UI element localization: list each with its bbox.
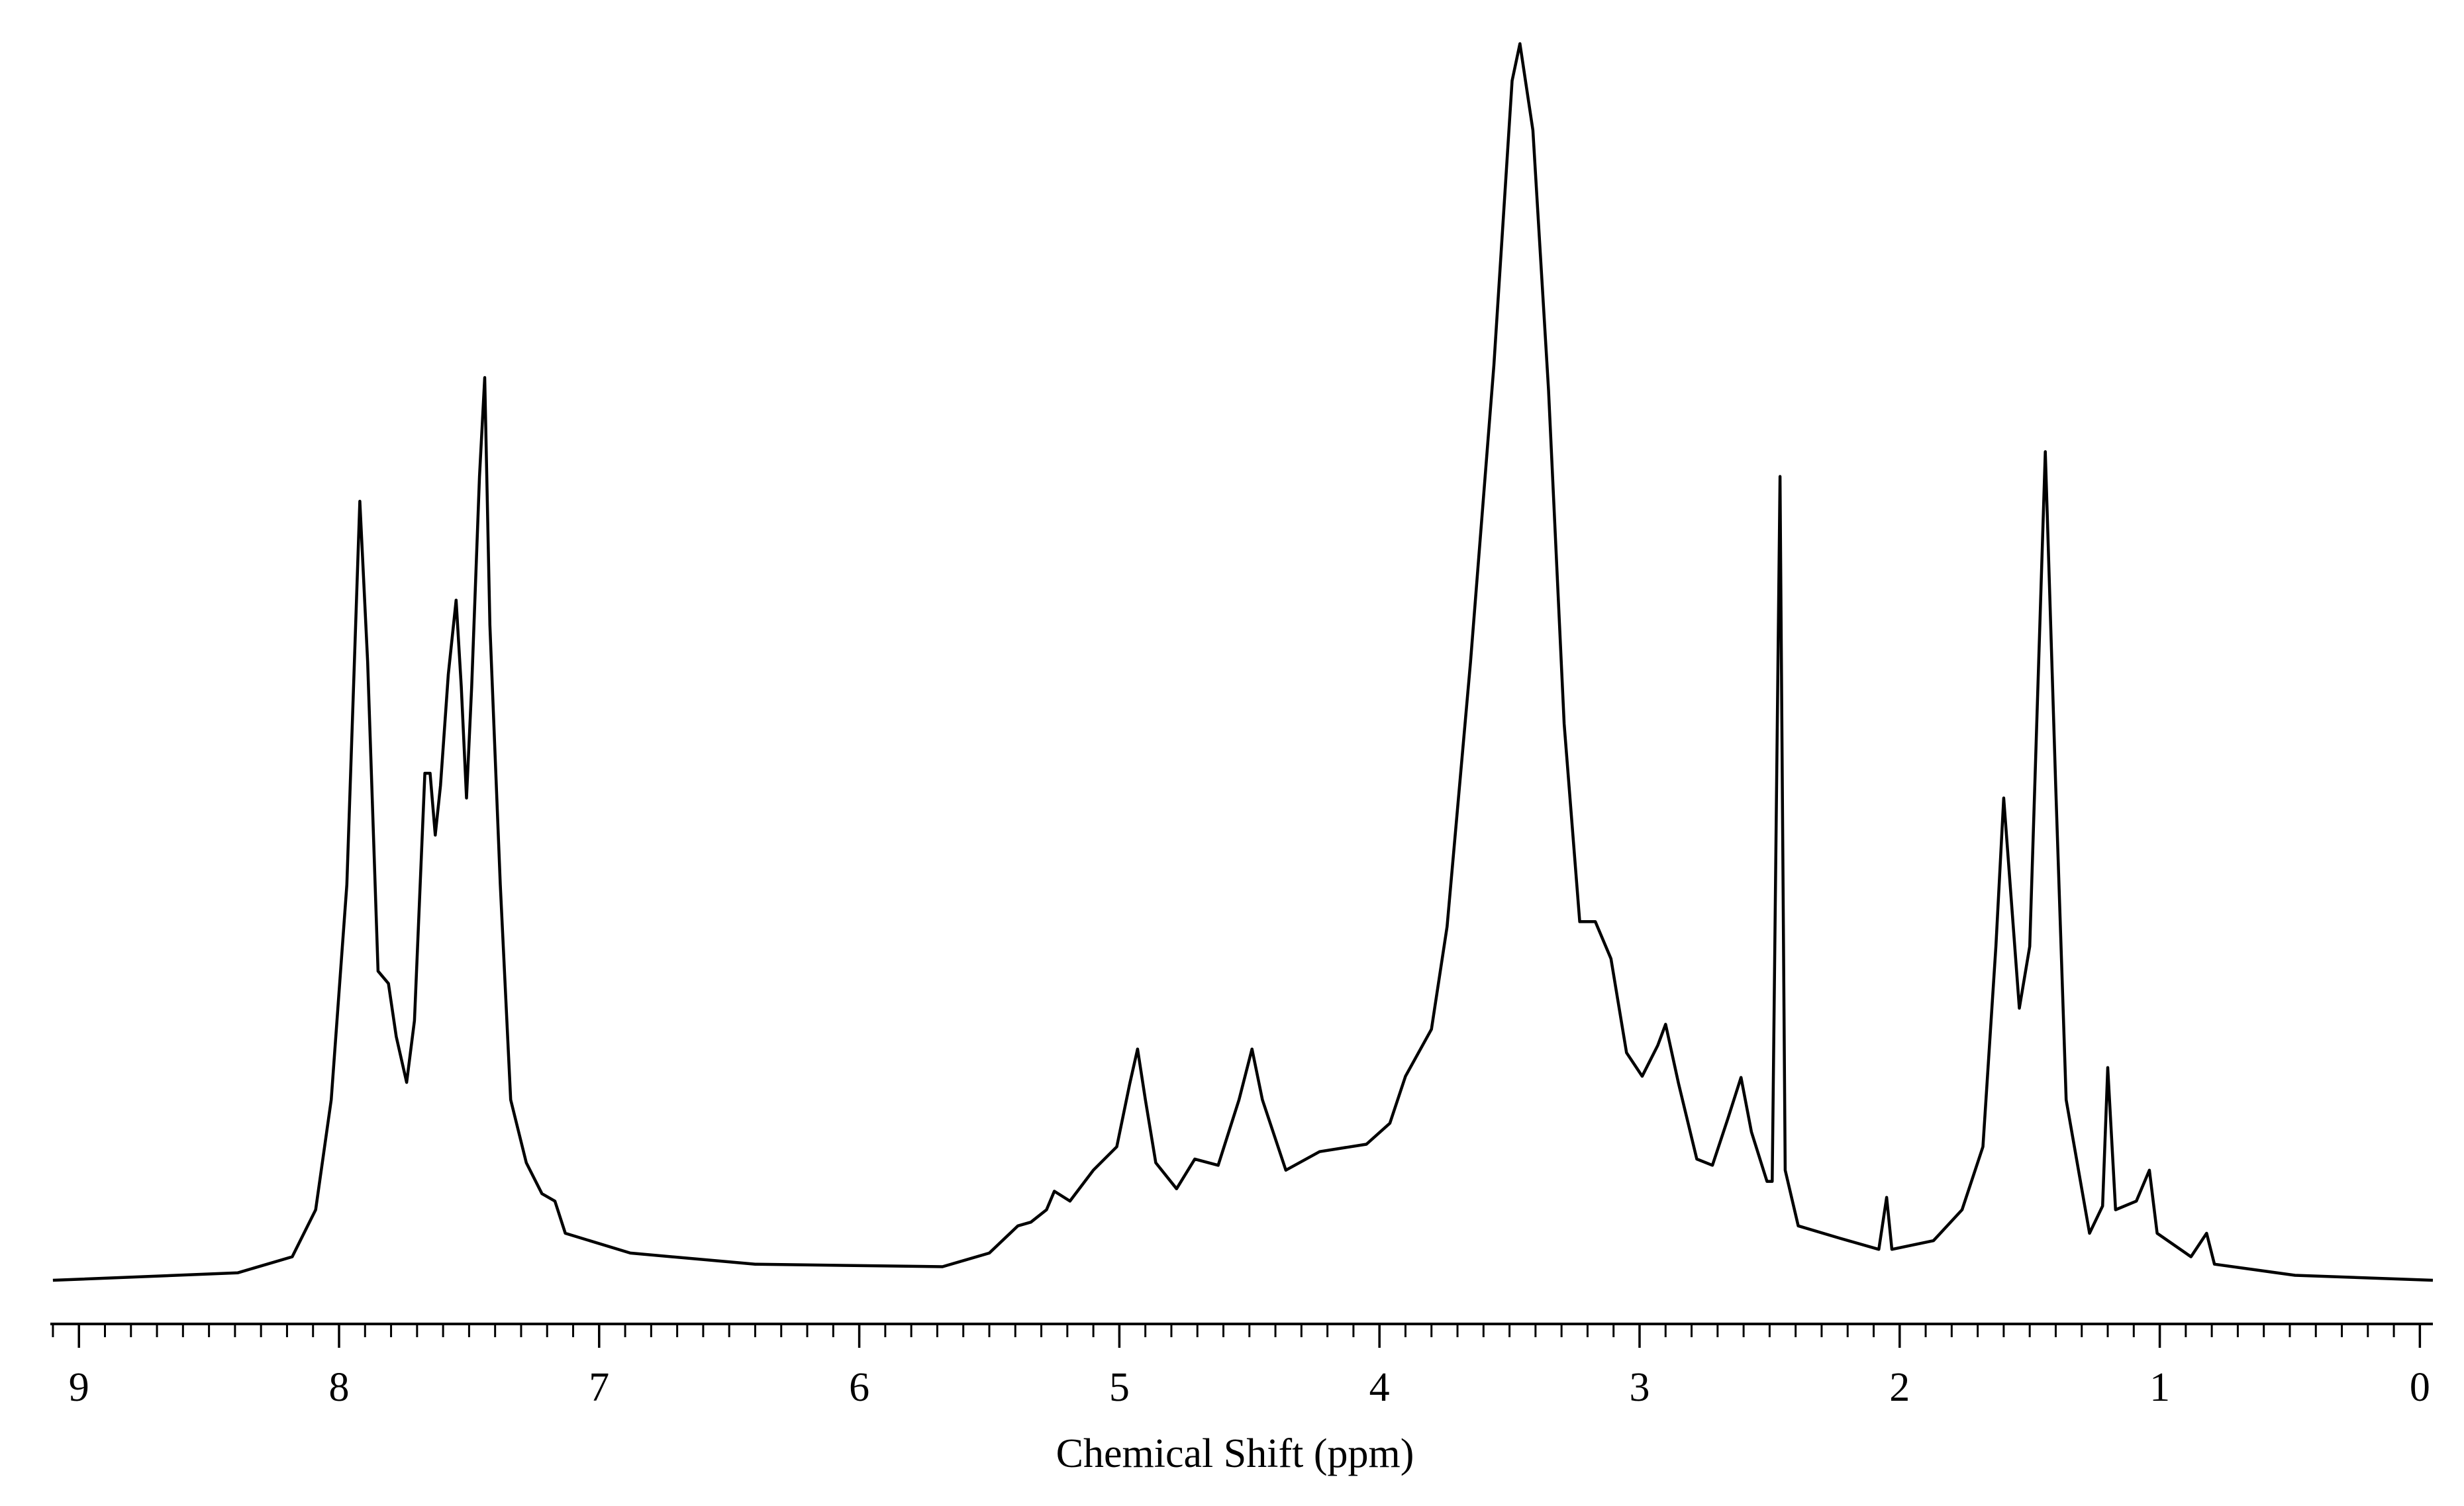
- x-tick-label: 7: [589, 1365, 609, 1410]
- x-tick-label: 6: [849, 1365, 869, 1410]
- spectrum-line: [52, 42, 2434, 1282]
- x-axis-title: Chemical Shift (ppm): [1056, 1431, 1414, 1476]
- x-tick-label: 2: [1889, 1365, 1910, 1410]
- x-tick-label: 3: [1629, 1365, 1650, 1410]
- x-tick-label: 0: [2410, 1365, 2430, 1410]
- x-tick-label: 8: [329, 1365, 350, 1410]
- x-tick-label: 1: [2149, 1365, 2170, 1410]
- x-tick-label: 4: [1369, 1365, 1390, 1410]
- x-tick-label: 5: [1109, 1365, 1130, 1410]
- x-tick-label: 9: [69, 1365, 89, 1410]
